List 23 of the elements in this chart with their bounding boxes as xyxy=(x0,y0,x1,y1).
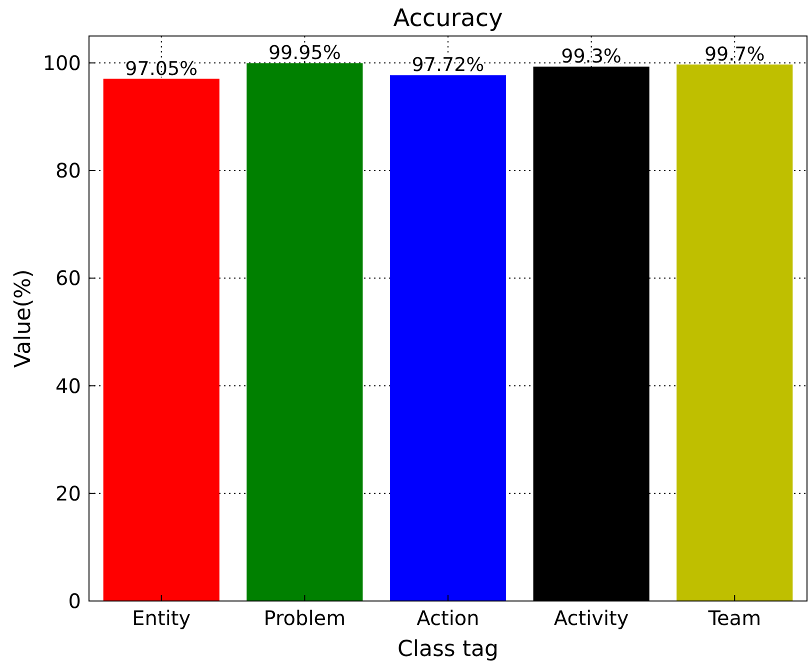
y-axis-title: Value(%) xyxy=(11,269,36,368)
data-label: 97.72% xyxy=(412,54,484,76)
x-axis-title: Class tag xyxy=(398,637,498,662)
y-tick-label: 40 xyxy=(56,374,81,398)
y-tick-label: 20 xyxy=(56,481,81,506)
data-label: 99.95% xyxy=(268,42,341,64)
y-tick-label: 100 xyxy=(42,50,81,75)
bar xyxy=(676,64,793,601)
data-label: 99.7% xyxy=(704,44,765,66)
bar xyxy=(103,78,220,601)
x-tick-label: Activity xyxy=(554,606,629,630)
x-tick-label: Team xyxy=(707,606,762,630)
x-tick-label: Entity xyxy=(132,606,191,630)
bar xyxy=(246,63,363,601)
data-label: 97.05% xyxy=(125,58,198,80)
bar xyxy=(390,75,506,601)
data-label: 99.3% xyxy=(561,46,622,68)
x-tick-label: Problem xyxy=(264,606,346,630)
y-tick-label: 60 xyxy=(56,266,81,290)
y-tick-label: 0 xyxy=(68,589,81,613)
chart-title: Accuracy xyxy=(393,4,503,32)
x-tick-label: Action xyxy=(416,606,480,630)
y-tick-label: 80 xyxy=(56,158,81,183)
